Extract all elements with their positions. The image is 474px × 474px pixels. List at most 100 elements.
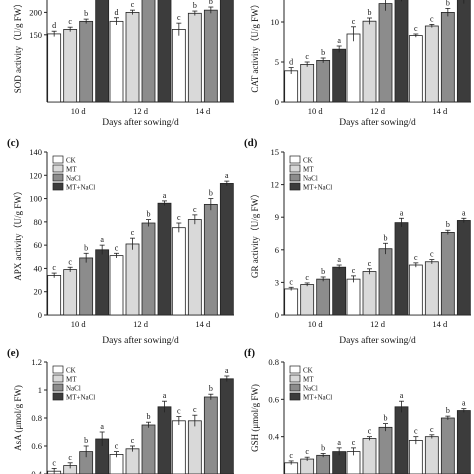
y-tick-label: 200	[29, 7, 42, 17]
x-tick-label: 12 d	[133, 319, 149, 329]
significance-letter: c	[368, 259, 372, 268]
significance-letter: c	[131, 0, 135, 9]
y-axis-label: APX activity（U/g FW）	[13, 186, 23, 281]
bar-mt	[125, 11, 140, 103]
bar-mt-nacl	[95, 249, 110, 316]
legend-swatch	[52, 374, 64, 383]
bar-ck	[284, 70, 299, 103]
panel-label: (c)	[7, 137, 20, 149]
y-tick-label: 0.4	[31, 469, 42, 474]
legend-swatch	[289, 155, 301, 164]
bar-mt	[362, 438, 377, 474]
significance-letter: a	[163, 191, 167, 200]
significance-letter: c	[68, 453, 72, 462]
bar-nacl	[440, 232, 455, 316]
legend-swatch	[289, 173, 301, 182]
bar-mt	[187, 420, 202, 474]
bar-nacl	[316, 278, 331, 316]
y-axis-label: AsA (μmol/g FW)	[13, 385, 23, 451]
significance-letter: c	[289, 451, 293, 460]
y-tick-label: 6	[275, 245, 279, 255]
significance-letter: c	[414, 24, 418, 33]
bar-mt	[362, 271, 377, 316]
bar-mt-nacl	[219, 183, 234, 316]
significance-letter: a	[462, 208, 466, 217]
significance-letter: c	[52, 263, 56, 272]
panel-label: (d)	[244, 137, 258, 149]
significance-letter: a	[337, 438, 341, 447]
legend-label: NaCl	[303, 385, 318, 393]
x-tick-label: 14 d	[432, 319, 448, 329]
legend-swatch	[52, 164, 64, 173]
x-tick-label: 14 d	[195, 106, 211, 116]
y-tick-label: 0.6	[31, 441, 42, 451]
bar-mt	[125, 448, 140, 474]
bar-mt	[300, 64, 315, 103]
bar-nacl	[316, 60, 331, 103]
y-tick-label: 0	[275, 97, 279, 107]
significance-letter: b	[446, 406, 450, 415]
y-tick-label: 120	[29, 170, 42, 180]
significance-letter: b	[147, 412, 151, 421]
significance-letter: d	[115, 8, 119, 17]
legend-label: MT+NaCl	[66, 394, 95, 402]
y-tick-label: 60	[34, 240, 43, 250]
panel-label: (e)	[7, 347, 20, 359]
significance-letter: c	[177, 13, 181, 22]
y-axis-label: SOD activity（U/g FW）	[13, 0, 23, 93]
significance-letter: c	[131, 228, 135, 237]
significance-letter: a	[337, 36, 341, 45]
y-axis-label: GSH (μmol/g FW)	[250, 384, 260, 452]
bar-ck	[171, 420, 186, 474]
legend-swatch	[289, 164, 301, 173]
bar-nacl	[141, 222, 156, 316]
significance-letter: c	[352, 266, 356, 275]
significance-letter: b	[384, 414, 388, 423]
bar-ck	[346, 33, 361, 103]
bar-mt-nacl	[332, 266, 347, 316]
legend-swatch	[52, 365, 64, 374]
bar-nacl	[79, 257, 94, 316]
bar-ck	[47, 33, 62, 103]
y-axis-label: CAT activity（U/g FW）	[250, 0, 260, 93]
bar-mt	[187, 219, 202, 316]
legend-label: MT	[66, 376, 77, 384]
significance-letter: c	[193, 205, 197, 214]
bar-mt-nacl	[394, 0, 409, 103]
bar-mt-nacl	[219, 0, 234, 103]
significance-letter: b	[384, 233, 388, 242]
significance-letter: b	[209, 384, 213, 393]
y-tick-label: 150	[29, 30, 42, 40]
bar-ck	[109, 453, 124, 474]
bar-mt-nacl	[157, 0, 172, 103]
significance-letter: c	[414, 253, 418, 262]
legend-label: CK	[66, 367, 76, 375]
bar-mt	[362, 20, 377, 103]
bar-mt-nacl	[332, 48, 347, 103]
significance-letter: b	[209, 189, 213, 198]
bar-ck	[171, 227, 186, 316]
x-tick-label: 12 d	[370, 319, 386, 329]
bar-mt-nacl	[394, 222, 409, 316]
legend-swatch	[52, 155, 64, 164]
chart-panel-1: 0 5 10 CAT activity（U/g FW） Days after sowin…	[250, 0, 471, 128]
significance-letter: c	[430, 425, 434, 434]
significance-letter: c	[430, 14, 434, 23]
y-tick-label: 5	[275, 57, 279, 67]
bar-mt-nacl	[95, 0, 110, 103]
legend-label: NaCl	[303, 175, 318, 183]
bar-mt-nacl	[456, 220, 471, 316]
bar-mt-nacl	[394, 406, 409, 474]
significance-letter: b	[84, 243, 88, 252]
y-tick-label: 0	[38, 310, 42, 320]
significance-letter: c	[115, 442, 119, 451]
x-axis-label: Days after sowing/d	[102, 117, 179, 128]
bar-nacl	[203, 203, 218, 316]
significance-letter: c	[177, 407, 181, 416]
y-tick-label: 10	[271, 17, 280, 27]
legend-swatch	[289, 374, 301, 383]
bar-nacl	[141, 424, 156, 474]
legend-label: MT+NaCl	[303, 184, 332, 192]
significance-letter: c	[115, 243, 119, 252]
